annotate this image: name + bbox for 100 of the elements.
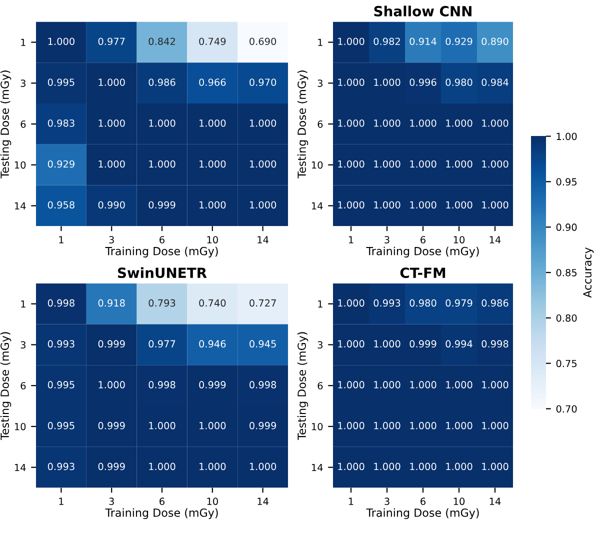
data-label: 1.000	[374, 78, 400, 86]
y-tick-label: 6	[318, 382, 323, 390]
data-label: 1.000	[446, 201, 472, 209]
data-label: 1.000	[149, 119, 176, 127]
x-tick-label: 1	[59, 498, 64, 505]
data-label: 1.000	[410, 381, 436, 388]
x-tick-label: 3	[384, 498, 390, 506]
data-label: 0.984	[482, 78, 508, 86]
y-tick-label: 3	[318, 80, 322, 87]
data-label: 1.000	[446, 422, 472, 430]
color-bar-label: 0.95	[556, 178, 577, 186]
data-label: 1.000	[446, 381, 472, 388]
data-label: 0.998	[48, 299, 74, 307]
data-label: 1.000	[98, 119, 125, 127]
data-label: 1.000	[338, 78, 364, 86]
data-label: 0.993	[48, 462, 74, 470]
data-label: 1.000	[250, 201, 276, 209]
data-label: 1.000	[149, 422, 176, 430]
data-label: 0.946	[199, 340, 226, 348]
data-label: 0.727	[250, 299, 276, 307]
data-label: 1.000	[338, 201, 364, 209]
y-tick-label: 1	[318, 38, 322, 46]
data-label: 0.980	[446, 78, 472, 86]
data-label: 0.995	[48, 422, 74, 430]
data-label: 1.000	[200, 160, 226, 168]
data-label: 1.000	[446, 119, 472, 127]
data-label: 0.999	[148, 201, 176, 209]
color-bar-label: 0.90	[556, 224, 577, 231]
x-tick-label: 1	[348, 498, 354, 505]
data-label: 0.998	[250, 381, 276, 388]
x-tick-label: 3	[109, 236, 114, 244]
y-tick-label: 14	[312, 202, 323, 210]
x-tick-label: 14	[490, 498, 501, 505]
y-axis-title: Testing Dose (mGy)	[297, 332, 308, 440]
data-label: 1.000	[482, 381, 508, 388]
data-label: 1.000	[200, 462, 226, 470]
data-label: 1.000	[410, 119, 436, 127]
y-tick-label: 6	[20, 120, 26, 128]
y-tick-label: 14	[14, 464, 26, 472]
chart-title: Shallow CNN	[374, 6, 472, 16]
data-label: 0.979	[446, 299, 472, 307]
data-label: 1.000	[374, 201, 400, 209]
y-axis-title: Testing Dose (mGy)	[297, 70, 308, 178]
data-label: 0.966	[199, 78, 226, 86]
x-axis-title: Training Dose (mGy)	[366, 508, 479, 520]
data-label: 0.970	[250, 78, 276, 86]
chart-title: CT-FM	[400, 268, 446, 278]
color-bar-label: 0.85	[556, 268, 577, 276]
data-label: 1.000	[338, 119, 364, 127]
data-label: 1.000	[374, 160, 400, 168]
data-label: 0.993	[48, 340, 74, 348]
data-label: 1.000	[410, 201, 436, 209]
data-label: 1.000	[446, 462, 472, 470]
data-label: 1.000	[410, 462, 436, 470]
data-label: 0.980	[410, 299, 436, 307]
data-label: 1.000	[374, 119, 400, 127]
data-label: 1.000	[200, 422, 226, 430]
x-tick-label: 6	[420, 236, 426, 244]
data-label: 1.000	[482, 119, 508, 127]
y-tick-label: 14	[14, 202, 26, 210]
y-tick-label: 3	[318, 341, 322, 349]
data-label: 0.999	[250, 422, 276, 430]
chart-title: SwinUNETR	[118, 267, 207, 278]
data-label: 1.000	[482, 160, 508, 168]
data-label: 1.000	[98, 160, 125, 168]
data-label: 1.000	[250, 462, 276, 470]
x-tick-label: 10	[207, 236, 218, 244]
y-tick-label: 10	[312, 161, 323, 169]
data-label: 1.000	[338, 38, 364, 46]
data-label: 0.982	[374, 38, 400, 46]
y-tick-label: 6	[20, 382, 26, 390]
data-label: 1.000	[482, 462, 508, 470]
data-label: 0.929	[48, 160, 74, 168]
data-label: 0.993	[374, 299, 400, 307]
data-label: 1.000	[338, 462, 364, 470]
data-label: 1.000	[374, 381, 400, 388]
y-axis-title: Testing Dose (mGy)	[0, 70, 12, 178]
data-label: 1.000	[446, 160, 472, 168]
data-label: 0.999	[98, 462, 125, 470]
data-label: 0.945	[250, 340, 276, 348]
data-label: 0.995	[48, 78, 74, 86]
x-tick-label: 6	[160, 498, 164, 506]
data-label: 0.999	[98, 422, 125, 430]
data-label: 0.914	[410, 38, 436, 46]
data-label: 1.000	[338, 340, 364, 348]
data-label: 0.998	[148, 381, 176, 388]
data-label: 1.000	[338, 160, 364, 168]
data-label: 0.918	[98, 299, 125, 307]
x-tick-label: 3	[109, 498, 114, 506]
data-label: 1.000	[482, 422, 508, 430]
data-label: 0.690	[250, 38, 276, 46]
x-tick-label: 6	[160, 236, 164, 244]
color-bar-label: 0.75	[556, 360, 577, 368]
data-label: 1.000	[374, 340, 400, 348]
y-tick-label: 14	[312, 464, 323, 472]
data-label: 0.996	[410, 78, 436, 86]
data-label: 0.740	[199, 299, 226, 307]
x-tick-label: 3	[384, 236, 390, 244]
data-label: 1.000	[98, 381, 125, 388]
data-label: 0.986	[148, 78, 176, 86]
